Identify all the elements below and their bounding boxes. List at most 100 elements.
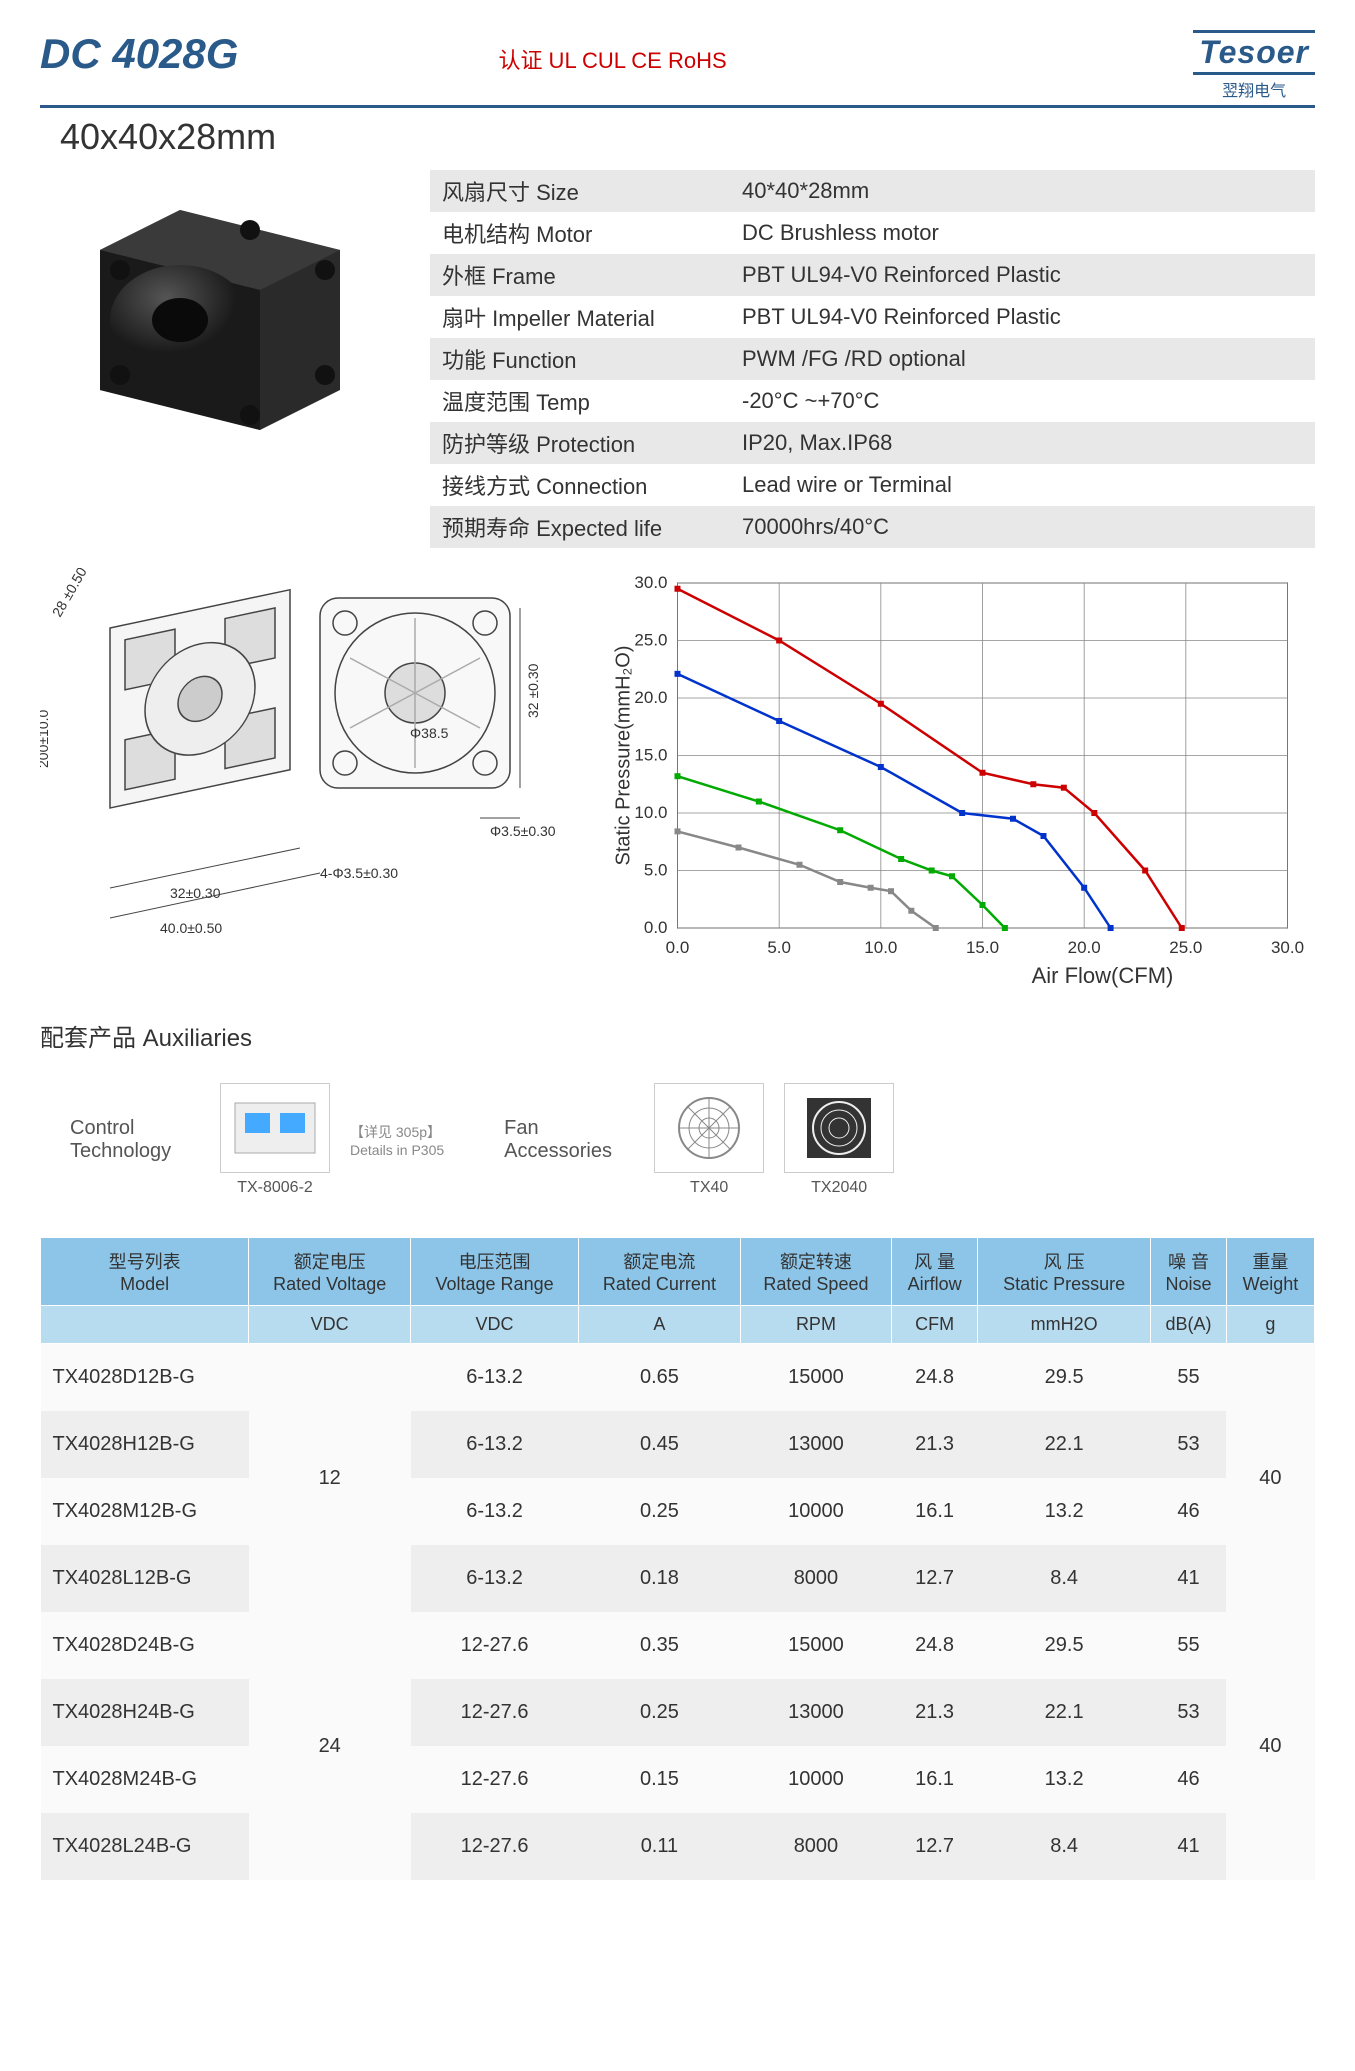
product-photo xyxy=(40,170,400,490)
certifications: 认证 UL CUL CE RoHS xyxy=(498,43,726,75)
col-header: 电压范围Voltage Range xyxy=(411,1238,579,1306)
table-row: TX4028L24B-G12-27.60.11800012.78.441 xyxy=(41,1813,1315,1880)
col-header: 型号列表Model xyxy=(41,1238,249,1306)
model-cell: TX4028H12B-G xyxy=(41,1411,249,1478)
svg-text:4-Φ3.5±0.30: 4-Φ3.5±0.30 xyxy=(320,865,398,881)
model-cell: TX4028D12B-G xyxy=(41,1344,249,1412)
svg-text:25.0: 25.0 xyxy=(1169,938,1202,957)
svg-text:10.0: 10.0 xyxy=(864,938,897,957)
model-cell: TX4028L24B-G xyxy=(41,1813,249,1880)
spec-value: IP20, Max.IP68 xyxy=(730,430,1315,456)
svg-text:25.0: 25.0 xyxy=(634,631,667,650)
svg-text:28 ±0.50: 28 ±0.50 xyxy=(49,568,90,620)
col-unit: VDC xyxy=(411,1306,579,1344)
svg-text:30.0: 30.0 xyxy=(634,573,667,592)
col-unit: mmH2O xyxy=(978,1306,1151,1344)
col-header: 风 量Airflow xyxy=(892,1238,978,1306)
col-header: 风 压Static Pressure xyxy=(978,1238,1151,1306)
brand-logo: Tesoer 翌翔电气 xyxy=(1193,30,1315,101)
table-row: TX4028M24B-G12-27.60.151000016.113.246 xyxy=(41,1746,1315,1813)
acc1-label: TX40 xyxy=(690,1179,728,1197)
spec-value: 70000hrs/40°C xyxy=(730,514,1315,540)
svg-text:40.0±0.50: 40.0±0.50 xyxy=(160,920,222,936)
technical-drawing: 28 ±0.50 200±10.0 Φ38.5 32 ±0.30 Φ3.5±0.… xyxy=(40,568,580,998)
spec-value: Lead wire or Terminal xyxy=(730,472,1315,498)
spec-label: 扇叶 Impeller Material xyxy=(430,301,730,333)
svg-text:32±0.30: 32±0.30 xyxy=(170,885,221,901)
svg-text:20.0: 20.0 xyxy=(1068,938,1101,957)
table-row: TX4028H24B-G12-27.60.251300021.322.153 xyxy=(41,1679,1315,1746)
svg-text:Air Flow(CFM): Air Flow(CFM) xyxy=(1032,963,1174,988)
table-row: TX4028M12B-G6-13.20.251000016.113.246 xyxy=(41,1478,1315,1545)
model-cell: TX4028M12B-G xyxy=(41,1478,249,1545)
spec-label: 温度范围 Temp xyxy=(430,385,730,417)
col-unit: dB(A) xyxy=(1151,1306,1227,1344)
svg-text:5.0: 5.0 xyxy=(644,861,668,880)
acc2-label: TX2040 xyxy=(811,1179,867,1197)
svg-text:32 ±0.30: 32 ±0.30 xyxy=(525,663,541,718)
controller-icon xyxy=(220,1083,330,1173)
col-unit: RPM xyxy=(740,1306,891,1344)
model-cell: TX4028H24B-G xyxy=(41,1679,249,1746)
svg-text:0.0: 0.0 xyxy=(644,918,668,937)
spec-row: 扇叶 Impeller MaterialPBT UL94-V0 Reinforc… xyxy=(430,296,1315,338)
model-cell: TX4028D24B-G xyxy=(41,1612,249,1679)
table-row: TX4028L12B-G6-13.20.18800012.78.441 xyxy=(41,1545,1315,1612)
col-header: 额定电压Rated Voltage xyxy=(249,1238,411,1306)
voltage-cell: 12 xyxy=(249,1344,411,1613)
svg-text:15.0: 15.0 xyxy=(634,746,667,765)
performance-chart: 0.00.05.05.010.010.015.015.020.020.025.0… xyxy=(600,568,1315,998)
logo-text: Tesoer xyxy=(1193,30,1315,75)
spec-label: 接线方式 Connection xyxy=(430,469,730,501)
svg-text:5.0: 5.0 xyxy=(767,938,791,957)
guard-icon xyxy=(654,1083,764,1173)
fan-acc-label: Fan Accessories xyxy=(504,1117,634,1163)
col-header: 重量Weight xyxy=(1226,1238,1314,1306)
spec-label: 预期寿命 Expected life xyxy=(430,511,730,543)
col-unit: VDC xyxy=(249,1306,411,1344)
svg-text:10.0: 10.0 xyxy=(634,803,667,822)
header: DC 4028G 认证 UL CUL CE RoHS Tesoer 翌翔电气 xyxy=(40,30,1315,108)
svg-text:20.0: 20.0 xyxy=(634,688,667,707)
spec-row: 电机结构 MotorDC Brushless motor xyxy=(430,212,1315,254)
control-tech-label: Control Technology xyxy=(70,1117,200,1163)
spec-value: PBT UL94-V0 Reinforced Plastic xyxy=(730,304,1315,330)
logo-subtitle: 翌翔电气 xyxy=(1222,77,1286,101)
spec-value: PWM /FG /RD optional xyxy=(730,346,1315,372)
spec-value: PBT UL94-V0 Reinforced Plastic xyxy=(730,262,1315,288)
col-header: 额定转速Rated Speed xyxy=(740,1238,891,1306)
table-row: TX4028H12B-G6-13.20.451300021.322.153 xyxy=(41,1411,1315,1478)
svg-text:Φ3.5±0.30: Φ3.5±0.30 xyxy=(490,823,556,839)
svg-text:30.0: 30.0 xyxy=(1271,938,1304,957)
model-cell: TX4028L12B-G xyxy=(41,1545,249,1612)
auxiliaries: Control Technology TX-8006-2 【详见 305p】 D… xyxy=(40,1063,1315,1217)
controller-detail: 【详见 305p】 Details in P305 xyxy=(350,1122,444,1158)
spec-row: 功能 FunctionPWM /FG /RD optional xyxy=(430,338,1315,380)
spec-row: 温度范围 Temp-20°C ~+70°C xyxy=(430,380,1315,422)
spec-table: 风扇尺寸 Size40*40*28mm电机结构 MotorDC Brushles… xyxy=(430,170,1315,548)
svg-text:Φ38.5: Φ38.5 xyxy=(410,725,449,741)
spec-value: 40*40*28mm xyxy=(730,178,1315,204)
model-table: 型号列表Model额定电压Rated Voltage电压范围Voltage Ra… xyxy=(40,1237,1315,1880)
col-header: 额定电流Rated Current xyxy=(579,1238,741,1306)
weight-cell: 40 xyxy=(1226,1344,1314,1613)
spec-label: 外框 Frame xyxy=(430,259,730,291)
voltage-cell: 24 xyxy=(249,1612,411,1880)
spec-label: 防护等级 Protection xyxy=(430,427,730,459)
col-header: 噪 音Noise xyxy=(1151,1238,1227,1306)
col-unit: A xyxy=(579,1306,741,1344)
svg-text:200±10.0: 200±10.0 xyxy=(40,709,51,768)
spec-row: 预期寿命 Expected life70000hrs/40°C xyxy=(430,506,1315,548)
svg-text:15.0: 15.0 xyxy=(966,938,999,957)
spec-label: 风扇尺寸 Size xyxy=(430,175,730,207)
spec-row: 风扇尺寸 Size40*40*28mm xyxy=(430,170,1315,212)
product-title: DC 4028G xyxy=(40,30,238,78)
table-row: TX4028D24B-G2412-27.60.351500024.829.555… xyxy=(41,1612,1315,1679)
table-row: TX4028D12B-G126-13.20.651500024.829.5554… xyxy=(41,1344,1315,1412)
auxiliaries-title: 配套产品 Auxiliaries xyxy=(40,1018,1315,1053)
spec-row: 接线方式 ConnectionLead wire or Terminal xyxy=(430,464,1315,506)
svg-text:Static Pressure(mmH₂O): Static Pressure(mmH₂O) xyxy=(613,645,635,865)
spec-value: -20°C ~+70°C xyxy=(730,388,1315,414)
col-unit: CFM xyxy=(892,1306,978,1344)
col-unit: g xyxy=(1226,1306,1314,1344)
